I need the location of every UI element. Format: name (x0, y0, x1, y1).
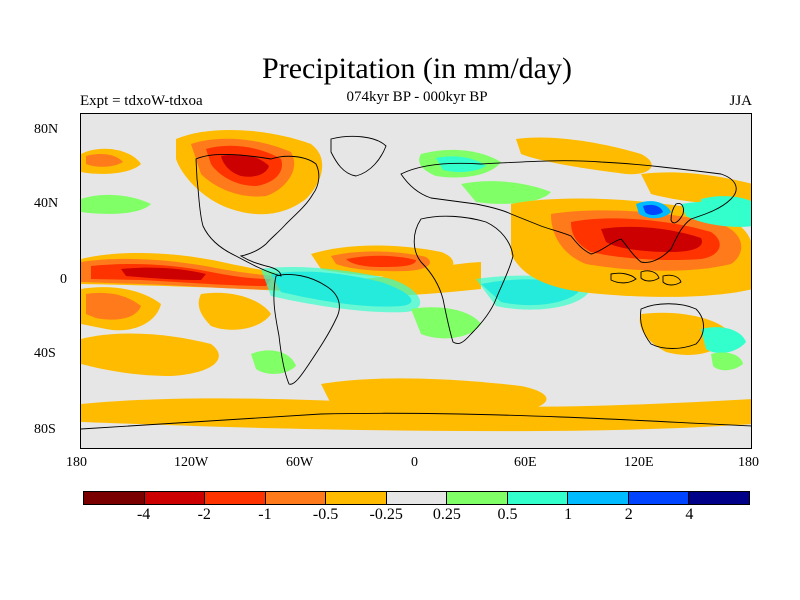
legend-color-bin (84, 492, 144, 504)
lat-tick-label: 80N (34, 122, 59, 137)
precipitation-map (81, 114, 751, 448)
anomaly-region (81, 398, 751, 432)
legend-label: 0.5 (497, 506, 518, 523)
lat-tick-label: 40S (34, 346, 56, 361)
anomaly-region (701, 327, 746, 354)
lat-tick-label: 80S (34, 422, 56, 437)
legend-label: 1 (564, 506, 573, 523)
legend-color-bin (506, 492, 568, 504)
anomaly-field (81, 129, 751, 432)
anomaly-region (516, 137, 652, 175)
legend-color-bin (264, 492, 326, 504)
anomaly-region (711, 352, 743, 371)
lon-tick-label: 120E (624, 455, 654, 470)
coastline-japan (670, 203, 684, 224)
legend-color-bin (204, 492, 265, 504)
legend-color-bin (446, 492, 507, 504)
experiment-label: Expt = tdxoW-tdxoa (80, 93, 203, 109)
coastline-north-america (195, 154, 320, 277)
legend-color-bin (627, 492, 689, 504)
coastlines (81, 135, 751, 430)
season-label: JJA (729, 93, 752, 109)
coastline-south-america (273, 274, 340, 385)
lon-tick-label: 0 (411, 455, 418, 470)
lat-tick-label: 0 (60, 272, 67, 287)
anomaly-region (681, 201, 751, 227)
legend-label: 2 (624, 506, 633, 523)
anomaly-region (461, 181, 551, 204)
map-title: Precipitation (in mm/day) (262, 52, 572, 85)
anomaly-region (221, 154, 269, 177)
legend-label: -0.5 (312, 506, 339, 523)
lon-tick-label: 60E (514, 455, 537, 470)
coastline-australia (640, 303, 704, 349)
anomaly-region (121, 267, 206, 280)
legend-label: -1 (258, 506, 272, 523)
anomaly-region (86, 154, 123, 167)
map-subtitle: 074kyr BP - 000kyr BP (346, 89, 488, 105)
lon-tick-label: 60W (286, 455, 314, 470)
anomaly-region (643, 204, 663, 215)
anomaly-region (81, 333, 219, 376)
lon-tick-label: 180 (738, 455, 759, 470)
lon-tick-label: 180 (66, 455, 87, 470)
anomaly-region (86, 292, 141, 320)
anomaly-region (261, 267, 421, 313)
anomaly-region (251, 350, 296, 374)
lat-tick-label: 40N (34, 196, 59, 211)
legend-color-bin (385, 492, 447, 504)
color-legend-bar (83, 491, 750, 505)
legend-label: -0.25 (369, 506, 403, 523)
legend-color-bin (143, 492, 205, 504)
map-panel (80, 113, 752, 449)
anomaly-region (346, 255, 416, 267)
anomaly-region (411, 307, 481, 339)
lon-tick-label: 120W (174, 455, 209, 470)
coastline-antarctica (81, 412, 751, 430)
legend-color-bin (688, 492, 750, 504)
legend-label: 0.25 (432, 506, 461, 523)
coastline-eurasia (400, 160, 737, 263)
legend-color-bin (567, 492, 628, 504)
legend-label: -4 (136, 506, 151, 523)
legend-color-bin (325, 492, 386, 504)
anomaly-region (436, 156, 486, 173)
anomaly-region (81, 194, 151, 214)
legend-label: -2 (197, 506, 211, 523)
anomaly-region (198, 292, 271, 330)
coastline-indonesia (610, 270, 682, 286)
legend-label: 4 (685, 506, 694, 523)
coastline-greenland (330, 135, 387, 177)
coastline-africa (413, 215, 514, 345)
